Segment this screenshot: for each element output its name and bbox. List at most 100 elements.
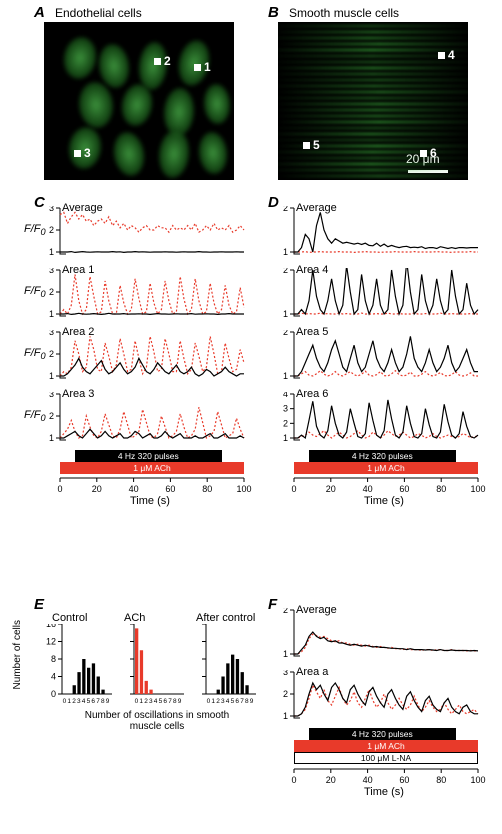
svg-text:6: 6 — [235, 698, 239, 705]
svg-text:2: 2 — [283, 608, 288, 615]
svg-text:80: 80 — [202, 484, 212, 494]
svg-text:40: 40 — [363, 484, 373, 494]
svg-text:3: 3 — [283, 670, 288, 677]
svg-text:20: 20 — [326, 484, 336, 494]
stim-pulses: 4 Hz 320 pulses — [75, 450, 222, 462]
endothelial-image: 123 — [44, 22, 234, 180]
svg-text:2: 2 — [49, 287, 54, 297]
trace-area-2: Area 2123F/F0 — [30, 330, 260, 380]
svg-text:2: 2 — [283, 689, 288, 699]
svg-text:4: 4 — [51, 672, 56, 682]
svg-text:1: 1 — [283, 371, 288, 380]
stim-pulses: 4 Hz 320 pulses — [309, 728, 456, 740]
svg-text:8: 8 — [101, 698, 105, 705]
hist-control: Control04812160123456789 — [46, 614, 114, 704]
svg-text:80: 80 — [436, 484, 446, 494]
marker-3 — [74, 150, 81, 157]
smooth-muscle-image: 20 μm 456 — [278, 22, 468, 180]
svg-text:40: 40 — [129, 484, 139, 494]
svg-text:7: 7 — [96, 698, 100, 705]
panel-b-label: B — [268, 4, 279, 21]
marker-2 — [154, 58, 161, 65]
svg-text:2: 2 — [283, 206, 288, 213]
svg-text:5: 5 — [231, 698, 235, 705]
svg-text:3: 3 — [283, 404, 288, 414]
svg-text:3: 3 — [49, 206, 54, 213]
svg-text:1: 1 — [283, 711, 288, 720]
trace-area-6: Area 61234 — [264, 392, 494, 442]
svg-text:4: 4 — [154, 698, 158, 705]
svg-text:5: 5 — [87, 698, 91, 705]
trace-area-4: Area 412 — [264, 268, 494, 318]
marker-5 — [303, 142, 310, 149]
stim-pulses: 4 Hz 320 pulses — [309, 450, 456, 462]
trace-area-a: Area a123 — [264, 670, 494, 720]
svg-text:2: 2 — [72, 698, 76, 705]
svg-text:0: 0 — [63, 698, 67, 705]
svg-text:0: 0 — [51, 689, 56, 699]
panel-e-label: E — [34, 596, 44, 613]
stim-ach: 1 μM ACh — [294, 462, 478, 474]
svg-text:8: 8 — [173, 698, 177, 705]
svg-text:3: 3 — [49, 268, 54, 275]
svg-text:1: 1 — [211, 698, 215, 705]
svg-text:1: 1 — [283, 247, 288, 256]
marker-1 — [194, 64, 201, 71]
svg-text:8: 8 — [51, 654, 56, 664]
hist-ach: ACh0123456789 — [118, 614, 186, 704]
trace-average: Average123F/F0 — [30, 206, 260, 256]
svg-text:7: 7 — [168, 698, 172, 705]
svg-text:4: 4 — [226, 698, 230, 705]
panel-a-label: A — [34, 4, 45, 21]
svg-text:3: 3 — [221, 698, 225, 705]
svg-text:2: 2 — [283, 418, 288, 428]
svg-text:1: 1 — [49, 371, 54, 380]
svg-text:2: 2 — [49, 349, 54, 359]
svg-text:6: 6 — [91, 698, 95, 705]
svg-text:12: 12 — [46, 637, 56, 647]
svg-text:4: 4 — [82, 698, 86, 705]
stim-ach: 1 μM ACh — [294, 740, 478, 752]
svg-text:2: 2 — [283, 330, 288, 337]
svg-text:9: 9 — [250, 698, 254, 705]
svg-text:16: 16 — [46, 624, 56, 629]
svg-text:9: 9 — [106, 698, 110, 705]
svg-text:4: 4 — [283, 392, 288, 399]
svg-text:1: 1 — [283, 433, 288, 442]
trace-area-1: Area 1123F/F0 — [30, 268, 260, 318]
svg-text:2: 2 — [283, 268, 288, 275]
svg-text:6: 6 — [163, 698, 167, 705]
svg-text:100: 100 — [236, 484, 251, 494]
svg-text:100: 100 — [470, 775, 485, 785]
stim-lna: 100 μM L-NA — [294, 752, 478, 764]
panel-b-title: Smooth muscle cells — [289, 6, 399, 20]
svg-text:9: 9 — [178, 698, 182, 705]
svg-text:1: 1 — [49, 309, 54, 318]
svg-text:3: 3 — [149, 698, 153, 705]
svg-text:2: 2 — [216, 698, 220, 705]
svg-text:3: 3 — [49, 330, 54, 337]
svg-text:0: 0 — [57, 484, 62, 494]
svg-text:1: 1 — [67, 698, 71, 705]
svg-text:1: 1 — [283, 309, 288, 318]
svg-text:3: 3 — [77, 698, 81, 705]
svg-text:20: 20 — [92, 484, 102, 494]
svg-text:1: 1 — [49, 433, 54, 442]
trace-average: Average12 — [264, 206, 494, 256]
panel-a-title: Endothelial cells — [55, 6, 142, 20]
svg-text:0: 0 — [135, 698, 139, 705]
hist-after-control: After control0123456789 — [190, 614, 258, 704]
svg-text:40: 40 — [363, 775, 373, 785]
svg-text:5: 5 — [159, 698, 163, 705]
svg-text:1: 1 — [49, 247, 54, 256]
svg-text:0: 0 — [291, 484, 296, 494]
svg-text:60: 60 — [399, 484, 409, 494]
stim-ach: 1 μM ACh — [60, 462, 244, 474]
svg-text:2: 2 — [49, 411, 54, 421]
svg-text:20: 20 — [326, 775, 336, 785]
svg-text:100: 100 — [470, 484, 485, 494]
svg-text:0: 0 — [207, 698, 211, 705]
svg-text:2: 2 — [144, 698, 148, 705]
trace-area-5: Area 512 — [264, 330, 494, 380]
svg-text:80: 80 — [436, 775, 446, 785]
